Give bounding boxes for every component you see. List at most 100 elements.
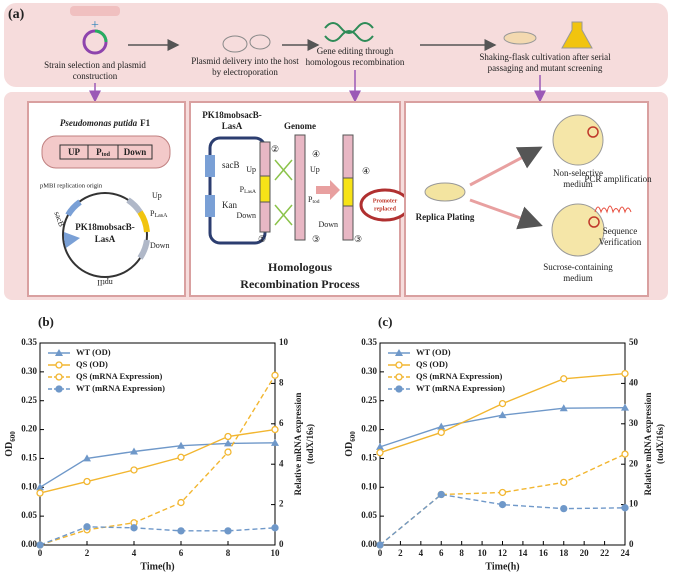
panel-a: (a) + Strain selection and plasmid const… [4, 3, 668, 300]
sub-sub: tod [102, 152, 111, 158]
marker [83, 477, 91, 486]
y-tick-label: 0.20 [361, 424, 377, 434]
x-tick-label: 0 [378, 548, 383, 558]
plate-label: Sucrose-containing [543, 262, 613, 272]
x-tick-label: 16 [539, 548, 549, 558]
sub-main: P [240, 185, 245, 194]
marker [560, 375, 568, 383]
sub-sub: LasA [244, 189, 256, 195]
legend-label: WT (mRNA Expression) [416, 383, 505, 393]
legend-label: WT (mRNA Expression) [76, 383, 165, 393]
y2-tick-label: 10 [629, 499, 639, 509]
legend-marker [395, 349, 403, 356]
badge [359, 188, 411, 222]
marker [83, 523, 91, 531]
box-title: Recombination Process [240, 277, 360, 291]
badge-text: Promoter [373, 198, 398, 204]
y-axis-label-sub: 600 [9, 431, 17, 442]
arrow [469, 146, 543, 187]
plasmid-label: PLasA [150, 209, 168, 220]
plasmid [62, 192, 148, 278]
x-tick-label: 8 [459, 548, 464, 558]
icon [503, 31, 537, 45]
marker [498, 399, 507, 408]
x-tick-label: 10 [271, 548, 281, 558]
x-axis-label: Time(h) [140, 561, 174, 572]
y2-axis-label: Relative mRNA expression [643, 393, 653, 496]
step-text: Gene editing through [317, 46, 394, 56]
marker-gene [205, 195, 215, 217]
y2-tick-label: 0 [629, 539, 634, 549]
y-tick-label: 0.10 [361, 481, 377, 491]
marker [498, 411, 507, 419]
legend-label: WT (OD) [76, 347, 111, 357]
segment [126, 197, 143, 214]
legend-marker [55, 349, 63, 356]
x-tick-label: 24 [621, 548, 631, 558]
legend-label: QS (mRNA Expression) [76, 371, 162, 381]
step-text: by electroporation [212, 67, 278, 77]
genome-bar [294, 134, 306, 241]
marker [224, 432, 232, 441]
y2-tick-label: 40 [629, 377, 639, 387]
marker [177, 441, 185, 449]
series-line [39, 526, 276, 546]
dish [424, 182, 466, 202]
origin-label: pMBI replication origin [40, 182, 103, 189]
y2-tick-label: 6 [279, 418, 284, 428]
arrow [316, 180, 340, 200]
plate-label: medium [563, 273, 593, 283]
marker [271, 524, 279, 532]
plate-label: medium [563, 179, 593, 189]
sub-sub: LasA [154, 213, 168, 219]
x-tick-label: 22 [600, 548, 610, 558]
segment [137, 239, 150, 260]
y-tick-label: 0.35 [21, 337, 37, 347]
marker [621, 504, 629, 512]
pcr-label: PCR amplification [584, 174, 652, 184]
x-tick-label: 18 [559, 548, 569, 558]
marker [621, 369, 629, 378]
sub-main: P [308, 195, 313, 204]
y-axis-label-sub: 600 [349, 431, 357, 442]
organism-name: Pseudomonas putida [60, 118, 138, 128]
cassette [59, 144, 153, 160]
plasmid-label: Up [152, 191, 162, 200]
x-tick-label: 20 [580, 548, 590, 558]
marker [376, 442, 384, 450]
colony [588, 216, 600, 228]
marker [376, 449, 384, 457]
vector-name: LasA [222, 121, 243, 131]
organism-strain: F1 [140, 118, 150, 128]
y-tick-label: 0.10 [21, 481, 37, 491]
segment [65, 199, 82, 217]
marker [498, 500, 507, 509]
step-text: Shaking-flask cultivation after serial [479, 52, 611, 62]
insert-label: Down [236, 211, 256, 220]
legend-label: QS (OD) [76, 359, 108, 369]
series-line [39, 374, 276, 546]
plasmid-label: nptII [97, 278, 113, 287]
legend-marker [55, 373, 63, 381]
y-tick-label: 0.30 [21, 366, 37, 376]
x-tick-label: 4 [132, 548, 137, 558]
series-line [39, 428, 276, 494]
marker [224, 439, 232, 447]
site: ① [258, 234, 266, 244]
vector-name: PK18mobsacB- [202, 110, 262, 120]
plate [552, 114, 604, 166]
step-text: Plasmid delivery into the host [191, 56, 299, 66]
genome-label: Ptod [308, 195, 320, 205]
sub-sub: tod [312, 199, 319, 205]
y-tick-label: 0.00 [21, 539, 37, 549]
panel-label: (a) [8, 7, 25, 22]
marker-label: sacB [222, 160, 240, 170]
y-tick-label: 0.25 [21, 395, 37, 405]
x-tick-label: 2 [398, 548, 403, 558]
y-tick-label: 0.05 [21, 510, 37, 520]
y-tick-label: 0.15 [21, 452, 37, 462]
insert-promoter [259, 175, 271, 203]
y-tick-label: 0.15 [361, 452, 377, 462]
result-label: Down [318, 220, 338, 229]
y-tick-label: 0.35 [361, 337, 377, 347]
